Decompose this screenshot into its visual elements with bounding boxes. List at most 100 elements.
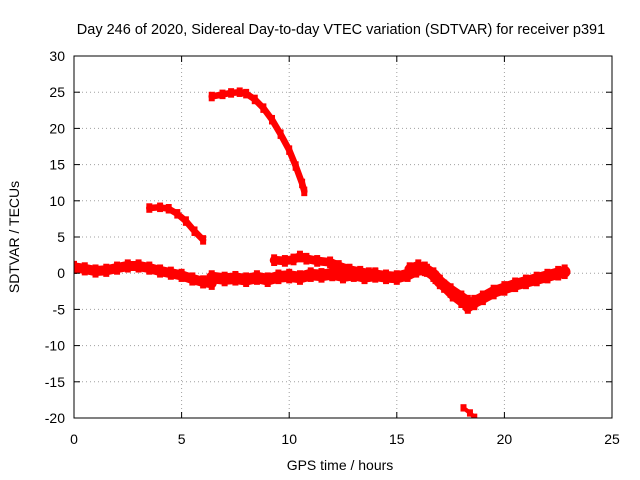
y-tick-label: 5 [57,229,65,245]
data-point [264,272,271,288]
data-point [479,290,486,306]
data-point [253,270,260,285]
y-tick-label: 30 [49,48,65,64]
y-tick-label: 25 [49,84,65,100]
data-point [275,269,282,285]
data-point [290,253,297,266]
y-tick-label: 10 [49,193,65,209]
data-point [74,260,77,274]
data-point [103,263,110,277]
y-tick-label: -20 [45,410,65,426]
data-point [490,284,497,300]
data-point [277,129,284,139]
data-point [464,299,471,314]
data-point [221,271,228,287]
data-point [301,186,308,197]
data-point [522,274,529,290]
data-point [260,103,267,113]
data-point [157,264,164,278]
data-point [174,209,181,219]
data-point [228,88,235,98]
data-point [114,261,121,275]
data-point [561,264,568,280]
data-point [460,404,467,412]
data-point [501,281,508,296]
data-point [182,216,189,226]
data-point [432,270,439,285]
x-tick-label: 0 [70,431,78,447]
x-tick-label: 10 [281,431,297,447]
data-point [314,255,321,267]
x-tick-label: 15 [389,431,405,447]
data-point [200,275,207,289]
data-point [146,203,153,213]
x-tick-label: 20 [497,431,513,447]
data-point [232,270,239,286]
data-point [299,178,306,189]
data-point [167,266,174,280]
data-point [219,89,226,100]
data-point [191,226,198,236]
data-point [423,263,430,277]
y-axis-label: SDTVAR / TECUs [6,181,22,293]
data-point [208,270,215,285]
data-point [178,268,185,282]
data-point [243,88,250,99]
data-point [281,255,288,267]
data-point [157,202,164,213]
data-point [303,252,310,265]
data-point [292,161,299,171]
y-tick-label: -10 [45,338,65,354]
data-point [393,270,400,285]
data-point [208,91,215,102]
y-tick-label: 20 [49,120,65,136]
data-point [372,267,379,280]
data-series [74,87,571,418]
data-point [544,268,551,284]
data-point [471,413,478,418]
y-tick-label: -15 [45,374,65,390]
data-point [357,265,364,278]
data-point [236,87,243,97]
data-point [327,256,334,269]
data-point [346,263,353,276]
data-point [406,262,413,276]
data-point [124,259,131,273]
data-point [555,265,562,281]
data-point [81,262,88,276]
x-tick-label: 5 [178,431,186,447]
y-tick-label: 15 [49,157,65,173]
data-point [296,270,303,285]
series-arc-25-tecu [208,88,308,195]
data-point [471,294,478,310]
data-point [286,268,293,284]
chart-title: Day 246 of 2020, Sidereal Day-to-day VTE… [77,22,605,38]
data-point [92,264,99,278]
data-point [512,277,519,293]
data-point [146,261,153,275]
data-point [383,269,390,285]
data-point [251,94,258,105]
y-tick-label: -5 [53,301,66,317]
x-axis-label: GPS time / hours [287,457,394,473]
x-tick-label: 25 [604,431,620,447]
data-point [296,250,303,263]
data-point [441,279,448,293]
data-point [271,254,278,267]
data-point [243,272,250,288]
series-clip-group [74,87,571,418]
data-point [135,259,142,273]
data-point [286,145,293,155]
data-point [415,259,422,273]
data-point [449,288,456,302]
data-point [329,266,336,282]
data-point [365,267,372,280]
y-tick-label: 0 [57,265,65,281]
data-point [200,235,207,245]
data-point [189,272,196,286]
data-point [268,114,275,125]
data-point [335,260,342,272]
data-point [533,271,540,287]
gridlines [74,56,612,418]
